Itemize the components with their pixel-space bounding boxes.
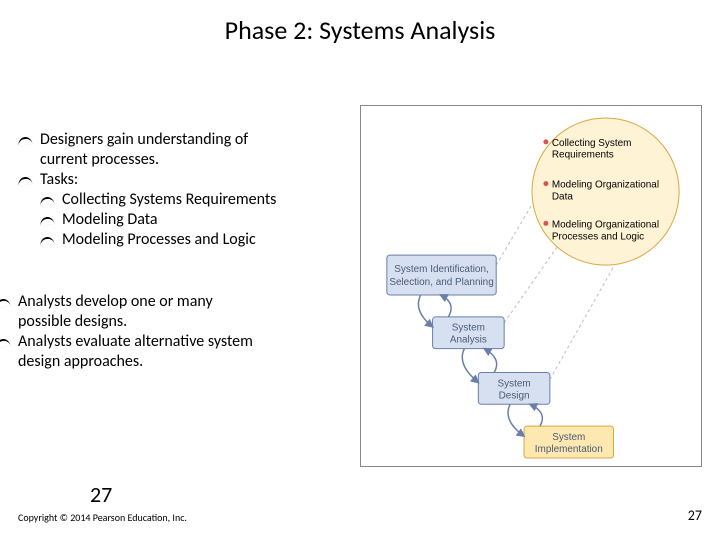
- phase-label: Analysis: [450, 335, 487, 346]
- circle-item: Requirements: [552, 150, 614, 161]
- circle-item: Collecting System: [552, 138, 632, 149]
- flow-arrow: [441, 295, 452, 317]
- circle-item: Processes and Logic: [552, 231, 644, 242]
- flow-arrow: [484, 349, 496, 373]
- bullet-sub: Modeling Data: [40, 210, 348, 230]
- flow-arrow: [418, 295, 432, 327]
- circle-item: Modeling Organizational: [552, 219, 659, 230]
- bullet-item: Designers gain understanding of: [18, 130, 348, 150]
- phase-label: System Identification,: [394, 264, 488, 275]
- page-number: 27: [688, 507, 702, 524]
- bullet-item: Analysts develop one or many: [0, 292, 348, 312]
- phase-label: Implementation: [535, 444, 603, 455]
- bullet-sub: Collecting Systems Requirements: [40, 190, 348, 210]
- bullet-item: Analysts evaluate alternative system: [0, 332, 348, 352]
- bullet-sub: Modeling Processes and Logic: [40, 230, 348, 250]
- phase-label: System: [498, 378, 531, 389]
- bullet-item: Tasks:: [18, 170, 348, 190]
- phase-label: System: [452, 323, 485, 334]
- sdlc-diagram: Collecting System Requirements Modeling …: [360, 105, 702, 467]
- bullet-list: Designers gain understanding of current …: [18, 130, 348, 372]
- copyright-text: Copyright © 2014 Pearson Education, Inc.: [18, 511, 187, 524]
- phase-label: Selection, and Planning: [389, 277, 493, 288]
- bullet-cont: design approaches.: [18, 352, 348, 372]
- circle-item: Data: [552, 192, 573, 203]
- bullet-cont: current processes.: [18, 150, 348, 170]
- flow-arrow: [508, 404, 524, 436]
- flow-arrow: [530, 404, 542, 426]
- slide-title: Phase 2: Systems Analysis: [0, 0, 720, 46]
- bullet-cont: possible designs.: [18, 312, 348, 332]
- phase-label: Design: [499, 390, 530, 401]
- circle-item: Modeling Organizational: [552, 180, 659, 191]
- slide-number-large: 27: [90, 481, 112, 508]
- flow-arrow: [462, 349, 478, 383]
- phase-label: System: [552, 432, 585, 443]
